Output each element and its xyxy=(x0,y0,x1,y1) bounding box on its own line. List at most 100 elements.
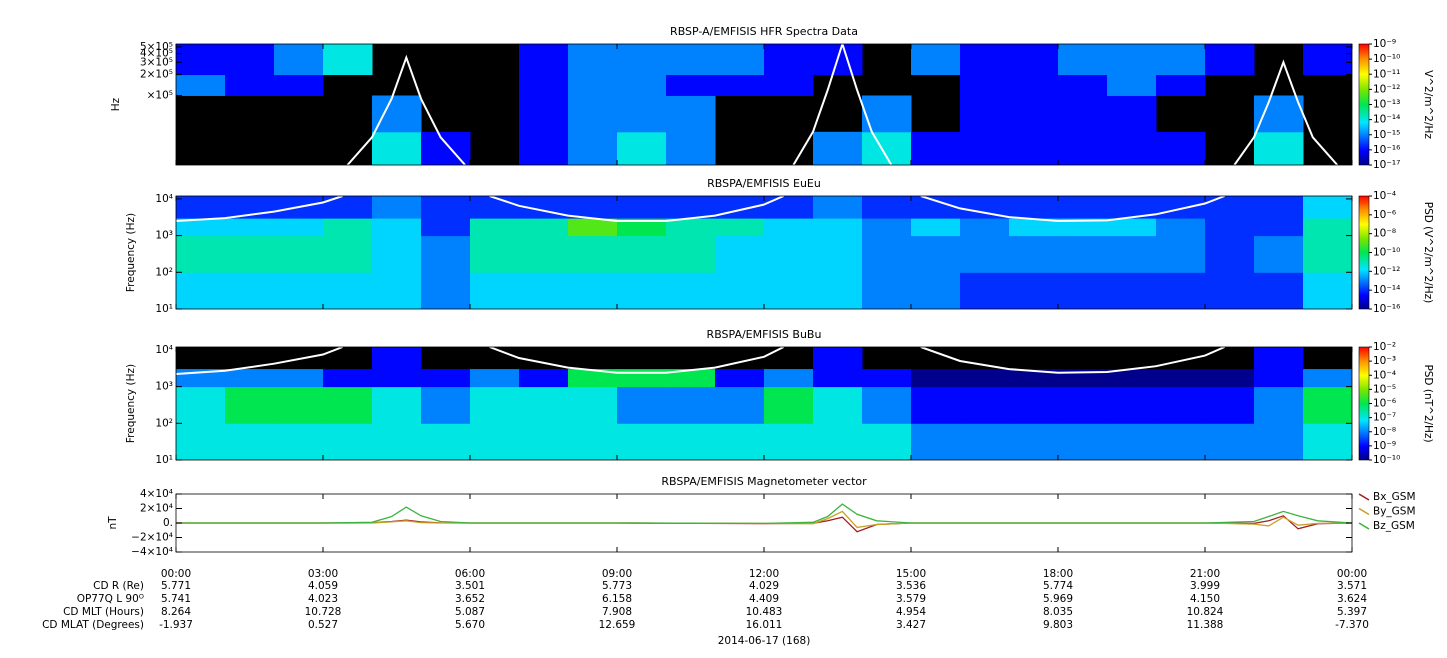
spectrogram-cell xyxy=(519,95,569,133)
colorbar-tick-label: 10⁻⁸ xyxy=(1373,228,1396,240)
colorbar xyxy=(1358,346,1370,461)
spectrogram-cell xyxy=(323,196,373,219)
spectrogram-cell xyxy=(470,235,520,273)
spectrogram-cell xyxy=(666,423,716,460)
colorbar-tick-label: 10⁻¹⁴ xyxy=(1373,114,1400,126)
spectrogram-cell xyxy=(1107,196,1157,219)
spectrogram-cell xyxy=(568,196,618,219)
spectrogram-cell xyxy=(1156,44,1206,76)
spectrogram-cell xyxy=(1205,235,1255,273)
spectrogram-cell xyxy=(470,386,520,424)
spectrogram-cell xyxy=(715,386,765,424)
spectrogram-cell xyxy=(1205,386,1255,424)
spectrogram-cell xyxy=(911,272,961,309)
ephemeris-value: 10.824 xyxy=(1187,606,1224,618)
spectrogram-cell xyxy=(911,131,961,165)
spectrogram-cell xyxy=(666,95,716,133)
spectrogram-cell xyxy=(176,272,226,309)
spectrogram-cell xyxy=(813,386,863,424)
overlay-curve xyxy=(176,196,1225,223)
spectrogram-cell xyxy=(1303,196,1352,219)
spectrogram-cell xyxy=(960,131,1010,165)
y-tick-label: 4×10⁴ xyxy=(140,488,173,500)
spectrogram-cell xyxy=(862,196,912,219)
spectrogram-cell xyxy=(568,131,618,165)
colorbar-tick-label: 10⁻⁶ xyxy=(1373,209,1396,221)
spectrogram-cell xyxy=(1107,272,1157,309)
spectrogram-cell xyxy=(617,44,667,76)
panel-title: RBSP-A/EMFISIS HFR Spectra Data xyxy=(670,25,858,38)
spectrogram-cell xyxy=(764,235,814,273)
y-tick-label: 10¹ xyxy=(155,303,173,315)
x-tick-label: 00:00 xyxy=(1337,568,1367,580)
ephemeris-value: 8.035 xyxy=(1043,606,1073,618)
spectrogram-cell xyxy=(813,423,863,460)
spectrogram-cell xyxy=(715,423,765,460)
spectrogram-cell xyxy=(666,74,716,96)
spectrogram-cell xyxy=(323,235,373,273)
spectrogram-cell xyxy=(617,196,667,219)
colorbar-tick-label: 10⁻⁸ xyxy=(1373,426,1396,438)
ephemeris-value: 4.954 xyxy=(896,606,926,618)
spectrogram-cell xyxy=(1058,95,1108,133)
spectrogram-cell xyxy=(1107,131,1157,165)
spectrogram-cell xyxy=(813,272,863,309)
colorbar-label: PSD (nT^2/Hz) xyxy=(1422,364,1434,442)
spectrogram-cell xyxy=(225,272,275,309)
colorbar-tick-label: 10⁻¹⁴ xyxy=(1373,284,1400,296)
spectrogram-cell xyxy=(1107,218,1157,237)
ephemeris-value: 6.158 xyxy=(602,593,632,605)
spectrogram-cell xyxy=(372,369,422,388)
x-tick-label: 21:00 xyxy=(1190,568,1220,580)
spectrogram-cell xyxy=(1156,74,1206,96)
spectrogram-cell xyxy=(1009,44,1059,76)
legend-swatch xyxy=(1358,493,1370,501)
spectrogram-cell xyxy=(225,74,275,96)
spectrogram-cell xyxy=(470,218,520,237)
y-tick-label: 0. xyxy=(163,517,173,529)
spectrogram-cell xyxy=(960,196,1010,219)
spectrogram-cell xyxy=(470,196,520,219)
spectrogram-cell xyxy=(960,369,1010,388)
spectrogram-cell xyxy=(911,235,961,273)
plot-area xyxy=(176,347,1352,460)
overlay-curve xyxy=(346,44,1339,165)
y-tick-label: 10² xyxy=(155,417,173,429)
colorbar-label: V^2/m^2/Hz xyxy=(1422,70,1434,139)
spectrogram-cell xyxy=(1205,272,1255,309)
ephemeris-value: 9.803 xyxy=(1043,619,1073,631)
ephemeris-label: OP77Q L 90ᴼ xyxy=(77,593,144,605)
spectrogram-cell xyxy=(862,218,912,237)
spectrogram-cell xyxy=(764,44,814,76)
colorbar-tick-label: 10⁻¹⁶ xyxy=(1373,303,1400,315)
spectrogram-cell xyxy=(519,74,569,96)
spectrogram-cell xyxy=(421,235,471,273)
spectrogram-cell xyxy=(1303,218,1352,237)
spectrogram-cell xyxy=(715,218,765,237)
spectrogram-cell xyxy=(617,218,667,237)
spectrogram-cell xyxy=(911,44,961,76)
spectrogram-cell xyxy=(568,95,618,133)
spectrogram-cell xyxy=(1107,386,1157,424)
spectrogram-cell xyxy=(1303,386,1352,424)
spectrogram-cell xyxy=(1254,196,1304,219)
ephemeris-value: 4.150 xyxy=(1190,593,1220,605)
spectrogram-cell xyxy=(862,369,912,388)
y-tick-label: ×10⁵ xyxy=(147,89,173,101)
spectrogram-cell xyxy=(225,235,275,273)
spectrogram-cell xyxy=(813,196,863,219)
spectrogram-cell xyxy=(568,44,618,76)
spectrogram-cell xyxy=(568,423,618,460)
spectrogram-cell xyxy=(1303,423,1352,460)
spectrogram-cell xyxy=(666,44,716,76)
spectrogram-cell xyxy=(568,386,618,424)
spectrogram-cell xyxy=(666,386,716,424)
spectrogram-cell xyxy=(960,386,1010,424)
colorbar-tick-label: 10⁻² xyxy=(1373,341,1396,353)
spectrogram-cell xyxy=(274,218,324,237)
ephemeris-value: 5.969 xyxy=(1043,593,1073,605)
colorbar-tick-label: 10⁻⁹ xyxy=(1373,440,1396,452)
spectrogram-cell xyxy=(1058,369,1108,388)
spectrogram-cell xyxy=(519,235,569,273)
